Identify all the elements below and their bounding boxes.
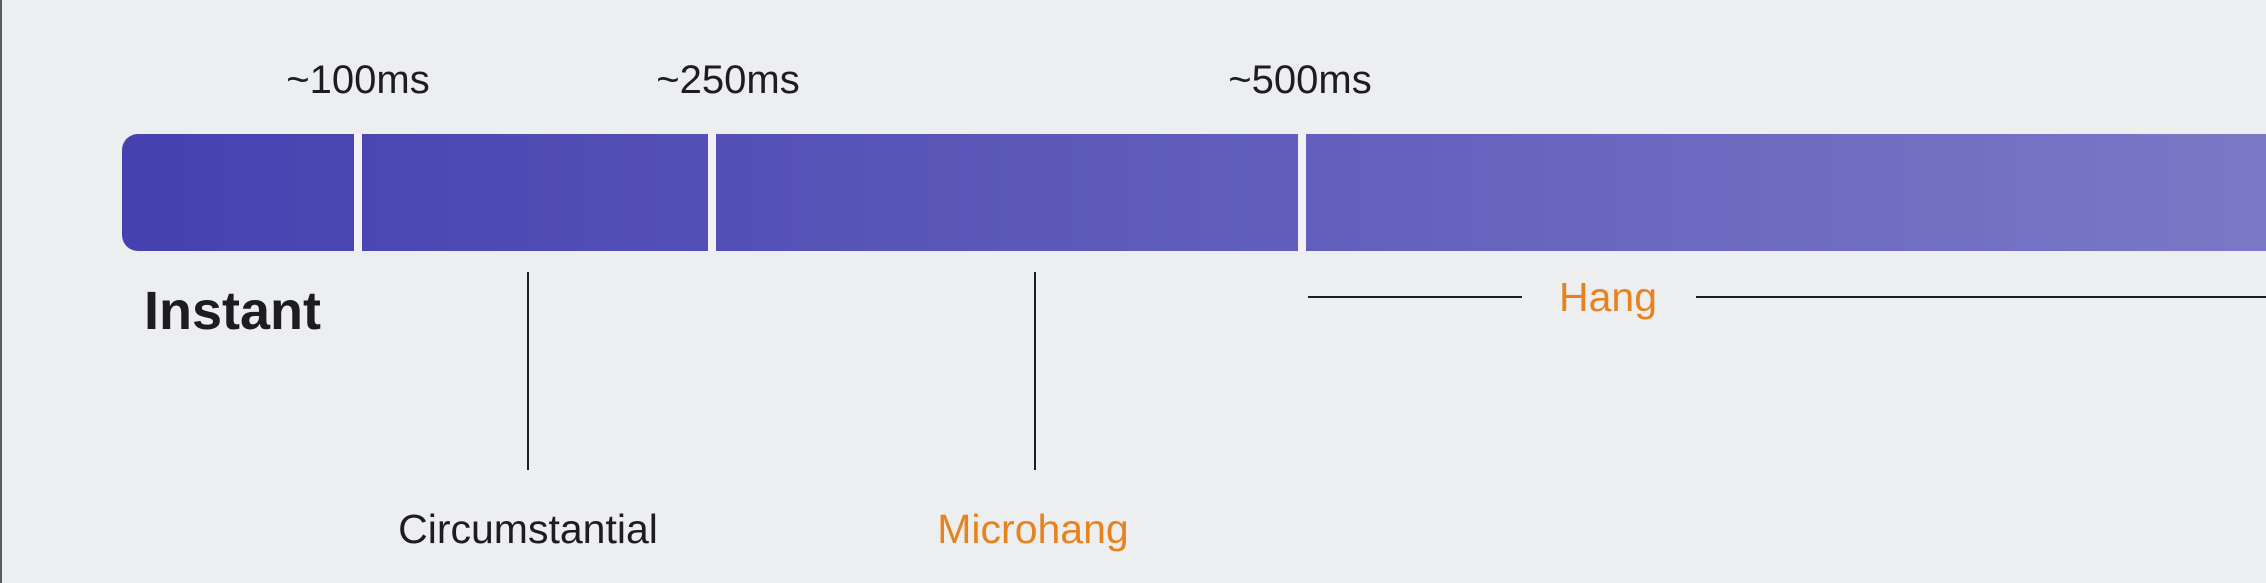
left-edge-border — [0, 0, 2, 583]
divider-100ms — [354, 134, 362, 251]
divider-250ms — [708, 134, 716, 251]
hang-range-line-left — [1308, 296, 1522, 298]
hang-label: Hang — [1558, 274, 1658, 320]
tick-label-500ms: ~500ms — [1228, 58, 1372, 102]
microhang-label: Microhang — [937, 506, 1129, 552]
segment-microhang — [716, 134, 1298, 251]
instant-label: Instant — [144, 281, 322, 341]
circumstantial-connector-line — [527, 272, 529, 470]
segment-instant — [122, 134, 354, 251]
circumstantial-label: Circumstantial — [398, 506, 658, 552]
tick-label-100ms: ~100ms — [286, 58, 430, 102]
latency-timeline-bar — [122, 134, 2266, 251]
segment-circumstantial — [362, 134, 708, 251]
microhang-connector-line — [1034, 272, 1036, 470]
hang-range-line-right — [1696, 296, 2266, 298]
divider-500ms — [1298, 134, 1306, 251]
segment-hang — [1306, 134, 2266, 251]
tick-label-250ms: ~250ms — [656, 58, 800, 102]
